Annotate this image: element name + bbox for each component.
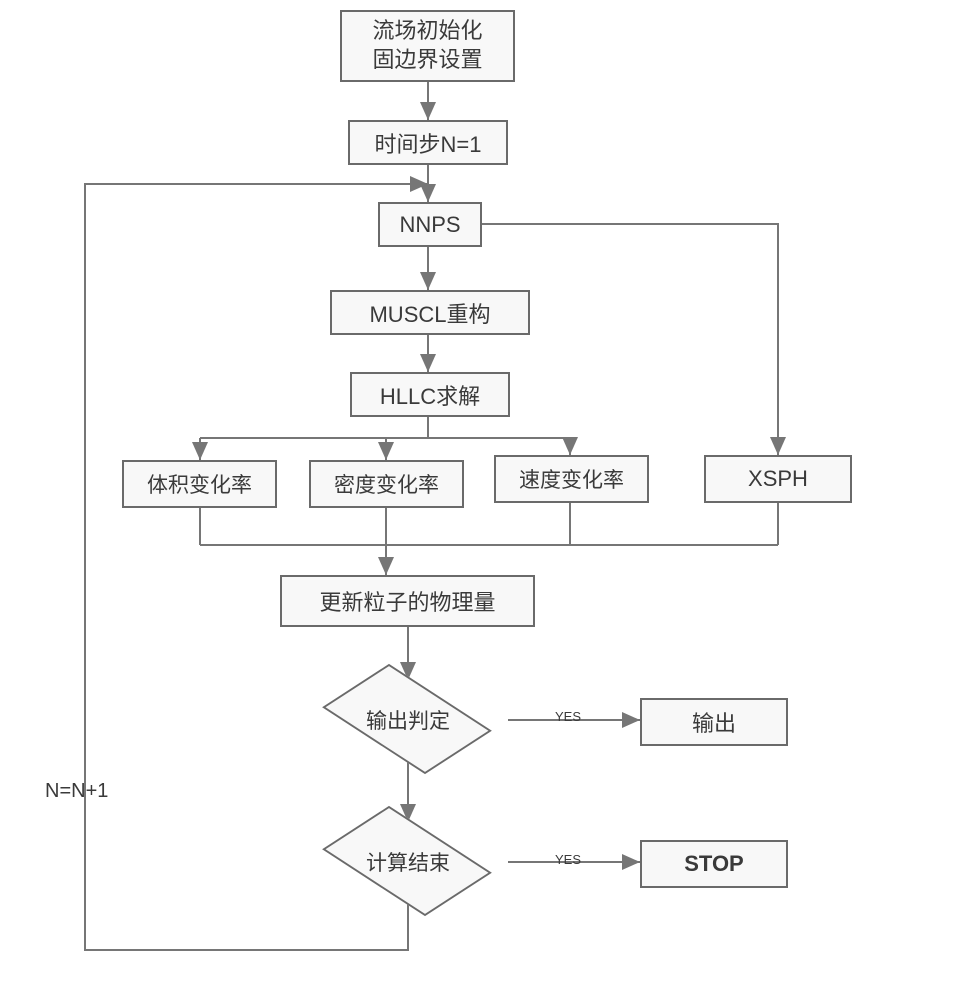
node-outdec-label: 输出判定: [366, 705, 450, 735]
node-den: 密度变化率: [309, 460, 464, 508]
node-nnps-label: NNPS: [399, 212, 460, 238]
node-out-label: 输出: [692, 706, 736, 738]
node-step: 时间步N=1: [348, 120, 508, 165]
node-xsph: XSPH: [704, 455, 852, 503]
node-enddec: 计算结束: [408, 862, 409, 863]
node-stop: STOP: [640, 840, 788, 888]
node-muscl: MUSCL重构: [330, 290, 530, 335]
node-hllc: HLLC求解: [350, 372, 510, 417]
node-update: 更新粒子的物理量: [280, 575, 535, 627]
node-outdec: 输出判定: [408, 720, 409, 721]
node-vel-label: 速度变化率: [519, 464, 624, 494]
node-enddec-label: 计算结束: [366, 847, 450, 877]
node-init-line1: 流场初始化: [372, 17, 482, 46]
node-vol: 体积变化率: [122, 460, 277, 508]
edge-label-yes1: YES: [555, 709, 581, 724]
node-xsph-label: XSPH: [748, 466, 808, 492]
node-vol-label: 体积变化率: [147, 469, 252, 499]
node-update-label: 更新粒子的物理量: [319, 585, 495, 617]
node-hllc-label: HLLC求解: [380, 379, 480, 411]
edge-label-yes2: YES: [555, 852, 581, 867]
node-den-label: 密度变化率: [334, 469, 439, 499]
node-init-line2: 固边界设置: [372, 46, 482, 75]
node-stop-label: STOP: [684, 851, 744, 877]
node-nnps: NNPS: [378, 202, 482, 247]
node-step-label: 时间步N=1: [375, 127, 482, 159]
edge-label-loop: N=N+1: [45, 780, 108, 803]
node-vel: 速度变化率: [494, 455, 649, 503]
node-init: 流场初始化 固边界设置: [340, 10, 515, 82]
node-out: 输出: [640, 698, 788, 746]
node-muscl-label: MUSCL重构: [369, 297, 490, 329]
